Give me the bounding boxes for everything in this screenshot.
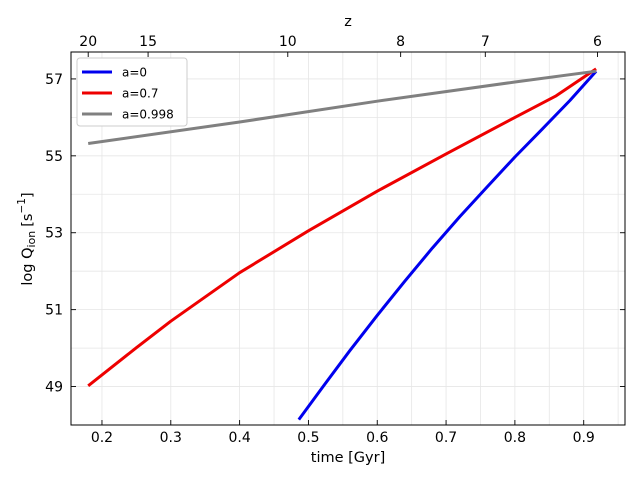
y-axis-label-exp: −1 xyxy=(16,198,28,213)
series-line-a=0 xyxy=(297,70,598,421)
y-axis-label-main: log Q xyxy=(20,248,36,286)
y-axis-label-close: ] xyxy=(20,192,36,198)
top-tick-label: 10 xyxy=(279,34,297,50)
legend-label: a=0 xyxy=(122,66,147,80)
y-axis-label-unit: [s xyxy=(20,214,36,227)
top-tick-label: 15 xyxy=(139,34,157,50)
x-tick-label: 0.9 xyxy=(573,430,595,446)
series-line-a=0.998 xyxy=(87,69,597,145)
series-line-a=0.7 xyxy=(87,67,597,387)
y-tick-label: 53 xyxy=(45,226,63,242)
series-lines xyxy=(87,67,598,421)
y-tick-label: 57 xyxy=(45,72,63,88)
axis-ticks: 0.2 0.3 0.4 0.5 0.6 0.7 0.8 0.9 49 51 53 55 57 20 15 10… xyxy=(45,34,625,446)
x-tick-label: 0.6 xyxy=(366,430,388,446)
x-tick-label: 0.8 xyxy=(504,430,526,446)
top-tick-label: 7 xyxy=(481,34,490,50)
x-tick-label: 0.2 xyxy=(91,430,113,446)
plot-frame xyxy=(70,51,626,426)
top-tick-label: 20 xyxy=(79,34,97,50)
grid xyxy=(71,52,625,426)
x-axis-label: time [Gyr] xyxy=(311,450,385,466)
y-axis-label: log Qion [s−1] xyxy=(16,192,38,285)
top-axis-label: z xyxy=(344,14,352,30)
legend-label: a=0.998 xyxy=(122,108,174,122)
y-axis-label-sub: ion xyxy=(25,231,38,248)
legend-box xyxy=(76,57,188,127)
x-tick-label: 0.7 xyxy=(435,430,457,446)
legend: a=0 a=0.7 a=0.998 xyxy=(76,57,188,127)
legend-label: a=0.7 xyxy=(122,87,159,101)
x-tick-label: 0.4 xyxy=(228,430,250,446)
top-tick-label: 6 xyxy=(593,34,602,50)
y-tick-label: 55 xyxy=(45,149,63,165)
y-tick-label: 49 xyxy=(45,380,63,396)
top-tick-label: 8 xyxy=(396,34,405,50)
x-tick-label: 0.5 xyxy=(297,430,319,446)
x-tick-label: 0.3 xyxy=(160,430,182,446)
y-tick-label: 51 xyxy=(45,303,63,319)
